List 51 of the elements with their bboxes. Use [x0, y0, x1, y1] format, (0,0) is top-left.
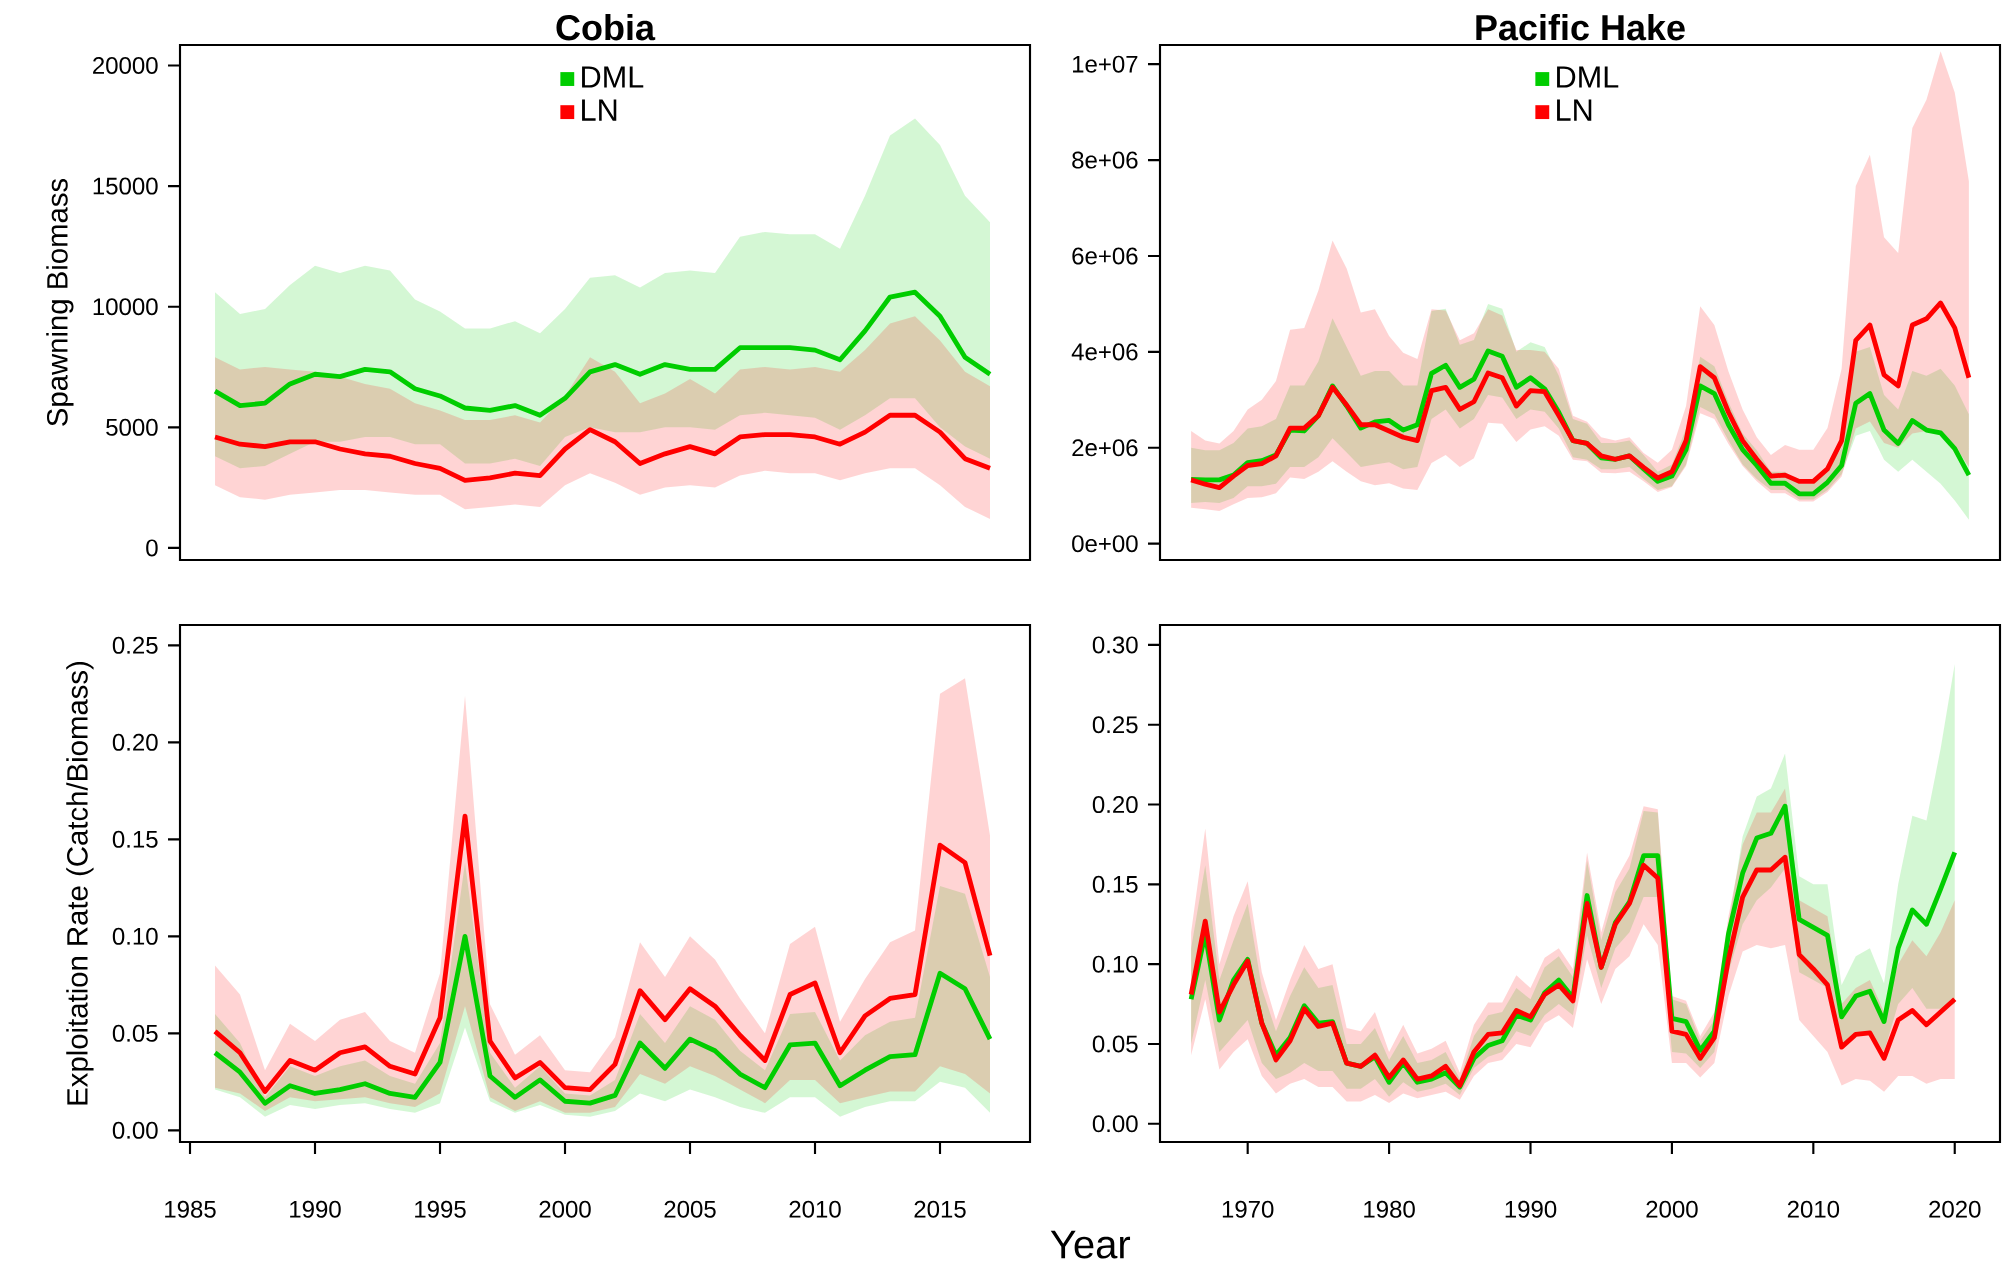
x-tick-label: 1990	[1505, 1200, 1557, 1218]
y-tick-label: 0.10	[112, 927, 158, 945]
legend-label: LN	[582, 99, 617, 121]
x-tick-label: 2010	[789, 1200, 841, 1218]
legend-label: DML	[1557, 66, 1619, 88]
line-series	[1188, 854, 1958, 1088]
y-tick-label: 1e+07	[1073, 55, 1138, 73]
x-tick-label: 2005	[664, 1200, 716, 1218]
y-tick-label: 0.05	[1092, 1035, 1138, 1053]
chart-title: Cobia	[556, 14, 656, 41]
y-tick-label: 5000	[106, 418, 158, 436]
y-tick-label: 6e+06	[1072, 247, 1138, 265]
x-tick-label: 1970	[1222, 1200, 1274, 1218]
y-tick-label: 2e+06	[1072, 439, 1138, 457]
x-tick-label: 2015	[914, 1200, 966, 1218]
x-tick-label: 1985	[165, 1200, 216, 1218]
y-tick-label: 20000	[93, 56, 158, 75]
x-tick-label: 2020	[1929, 1200, 1981, 1218]
y-tick-label: 0.05	[112, 1024, 158, 1042]
y-tick-label: 8e+06	[1072, 151, 1138, 169]
x-tick-label: 1980	[1364, 1200, 1415, 1218]
y-tick-label: 10000	[93, 298, 158, 316]
x-tick-label: 2010	[1787, 1200, 1840, 1218]
y-tick-label: 0.10	[1092, 955, 1138, 973]
line-series	[212, 813, 993, 1094]
line-series	[212, 933, 993, 1106]
y-tick-label: 0e+00	[1072, 535, 1138, 553]
x-tick-label: 2000	[539, 1200, 591, 1218]
line-series	[1188, 300, 1972, 490]
x-tick-label: 2000	[1646, 1200, 1698, 1218]
legend-label: LN	[1557, 99, 1592, 121]
x-tick-label: 1995	[415, 1200, 466, 1218]
y-tick-label: 0.15	[112, 830, 158, 848]
y-tick-label: 0.25	[1092, 716, 1138, 734]
y-axis-title: Spawning Biomass	[46, 178, 74, 426]
y-tick-label: 0.15	[1092, 875, 1138, 893]
x-axis-title: Year	[1050, 1230, 1131, 1259]
y-tick-label: 0.20	[1092, 796, 1138, 814]
legend-label: DML	[582, 66, 644, 88]
y-tick-label: 4e+06	[1071, 343, 1138, 361]
y-tick-label: 0.00	[112, 1121, 158, 1139]
y-tick-label: 0.00	[1092, 1115, 1138, 1133]
chart-title: Pacific Hake	[1476, 14, 1685, 41]
y-axis-title: Exploitation Rate (Catch/Biomass)	[66, 662, 94, 1105]
y-tick-label: 0.20	[112, 733, 158, 751]
x-tick-label: 1990	[290, 1200, 341, 1218]
y-tick-label: 0	[146, 539, 158, 557]
y-tick-label: 0.30	[1092, 636, 1138, 654]
y-tick-label: 0.25	[112, 636, 158, 654]
y-tick-label: 15000	[93, 177, 158, 195]
line-series	[212, 412, 993, 483]
